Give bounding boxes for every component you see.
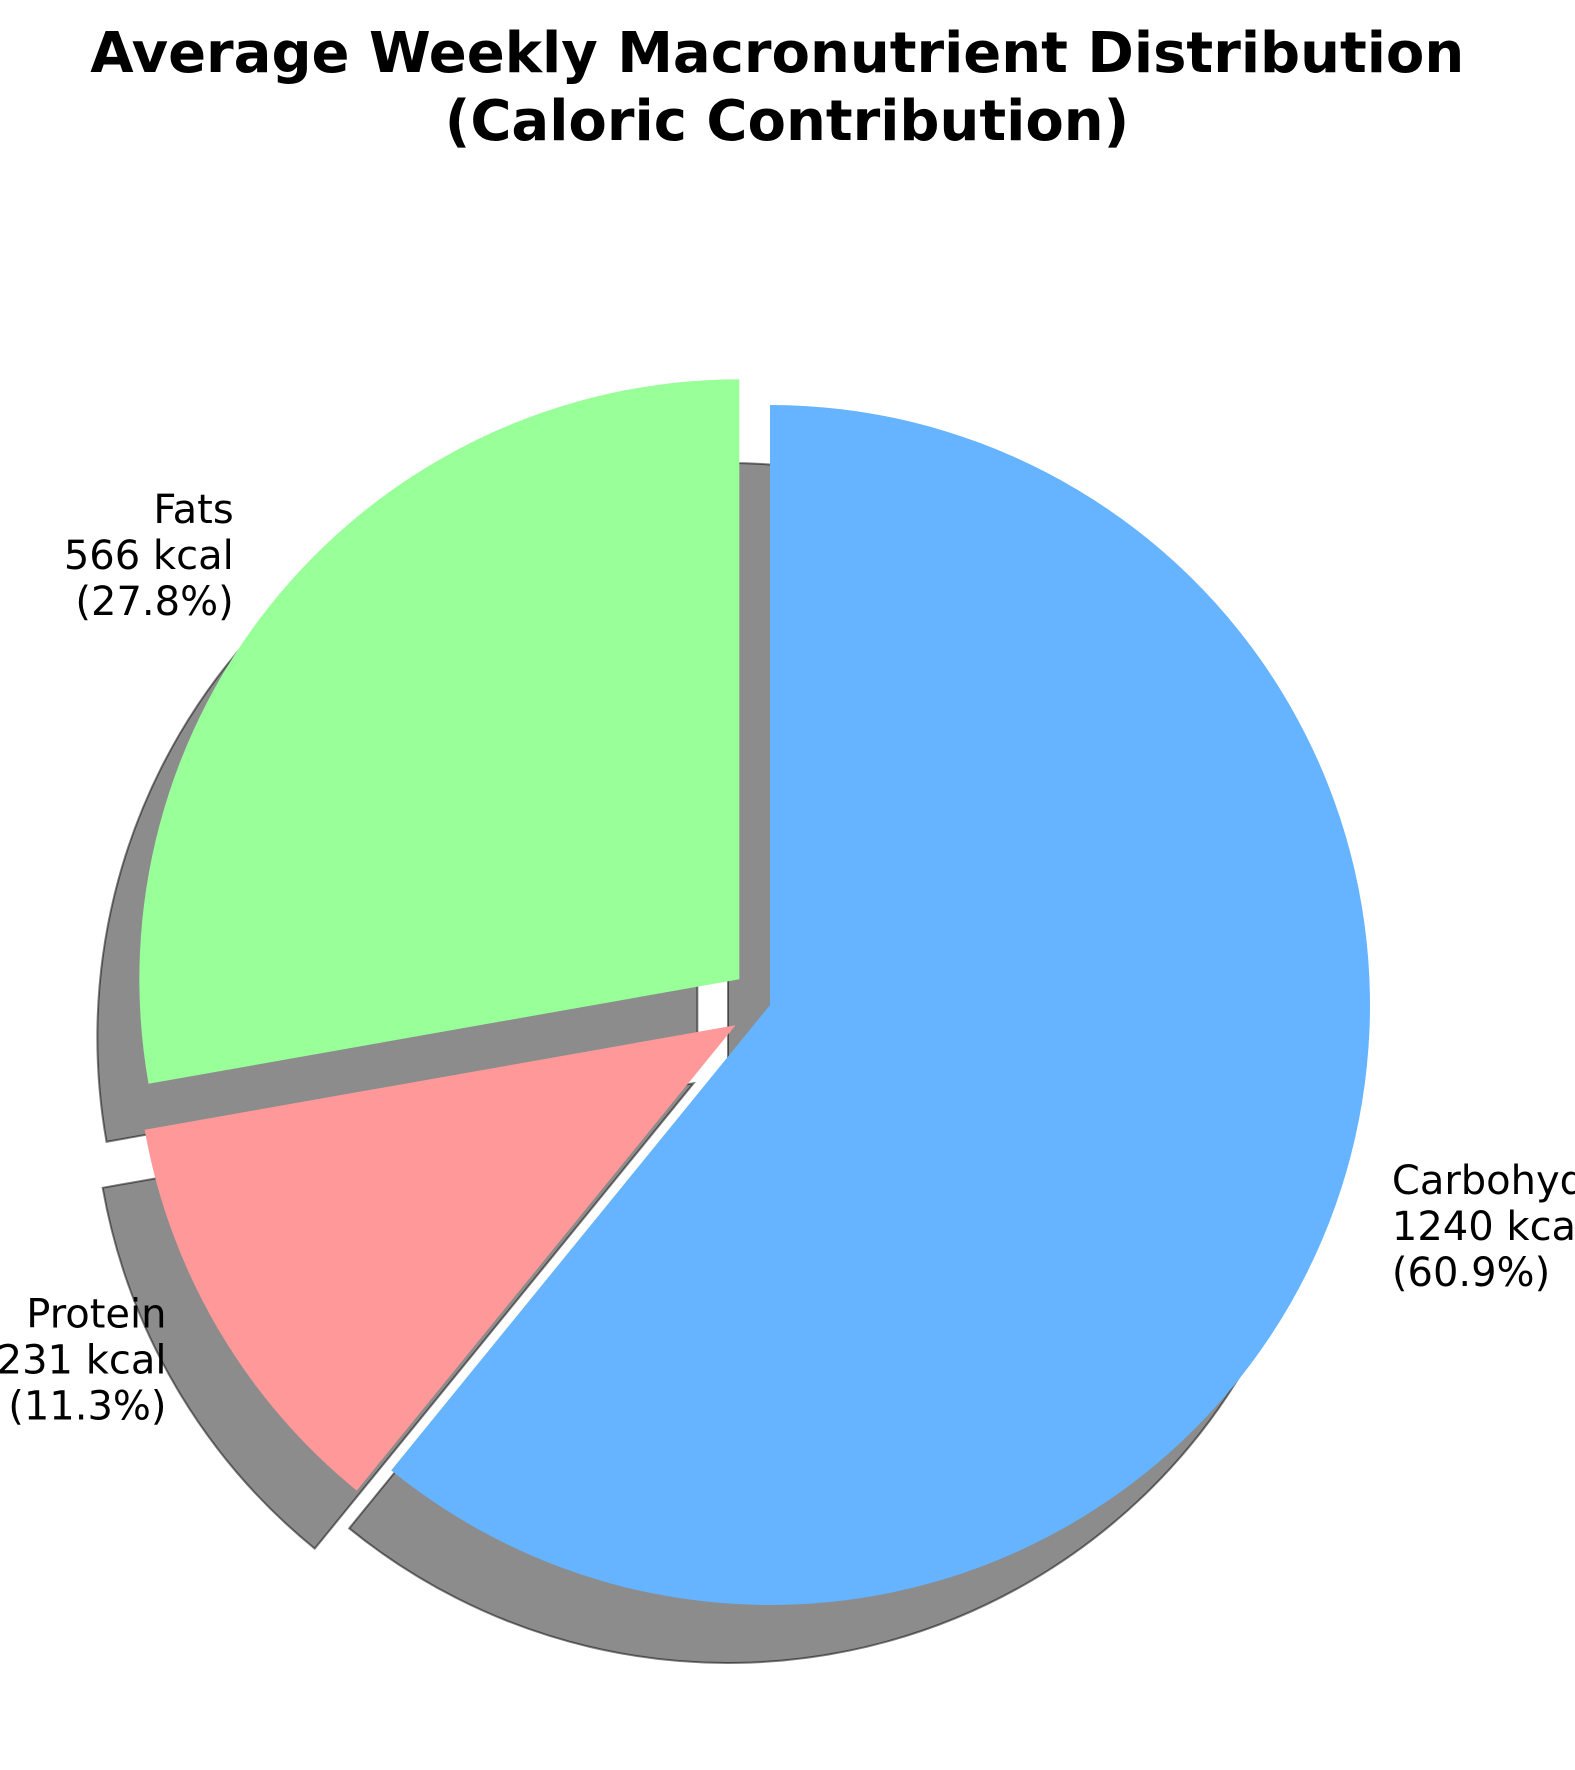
slice-label-percent-protein: (11.3%) xyxy=(8,1384,166,1430)
slice-label-percent-carbohydrates: (60.9%) xyxy=(1392,1250,1550,1296)
pie-slice-protein xyxy=(144,1025,736,1491)
slice-label-percent-fats: (27.8%) xyxy=(75,579,233,625)
pie-slice-fats xyxy=(139,379,740,1084)
slice-label-name-protein: Protein xyxy=(26,1292,166,1338)
slice-label-fats: Fats 566 kcal (27.8%) xyxy=(64,487,234,625)
slice-labels: Fats 566 kcal (27.8%) Protein 231 kcal (11.3%… xyxy=(0,487,1575,1429)
slice-label-carbohydrates: Carbohydrates1240 kcal(60.9%) xyxy=(1392,1158,1575,1296)
chart-title: Average Weekly Macronutrient Distributio… xyxy=(90,21,1484,154)
slice-label-value-fats: 566 kcal xyxy=(64,533,234,579)
pie-slice-carbohydrates xyxy=(391,405,1370,1605)
chart-title-line-2: (Caloric Contribution) xyxy=(445,89,1130,154)
slice-label-protein: Protein 231 kcal (11.3%) xyxy=(0,1292,167,1430)
slice-label-name-carbohydrates: Carbohydrates xyxy=(1392,1158,1575,1204)
slice-label-name-fats: Fats xyxy=(153,487,233,533)
chart-title-line-1: Average Weekly Macronutrient Distributio… xyxy=(90,21,1464,86)
slices xyxy=(139,379,1370,1605)
slice-label-value-protein: 231 kcal xyxy=(0,1338,167,1384)
slice-label-value-carbohydrates: 1240 kcal xyxy=(1392,1204,1575,1250)
